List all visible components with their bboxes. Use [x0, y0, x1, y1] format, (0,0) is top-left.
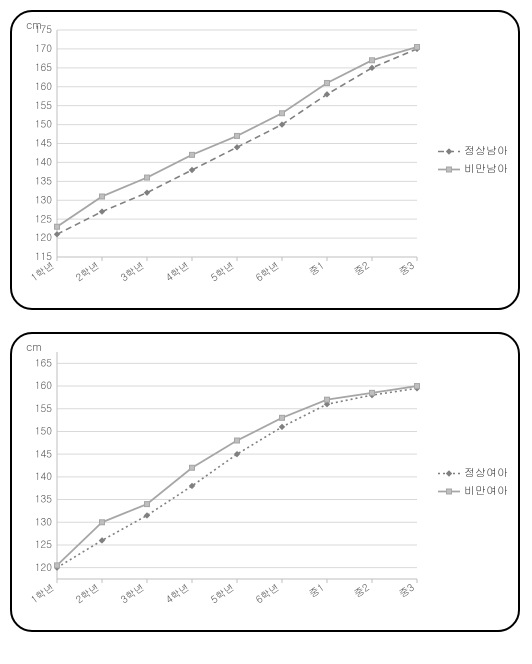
legend-item: 정상남아	[438, 144, 508, 159]
svg-text:125: 125	[35, 537, 52, 551]
legend-label: 정상남아	[464, 144, 508, 159]
legend-item: 정상여아	[438, 466, 508, 481]
svg-text:150: 150	[35, 117, 52, 131]
svg-text:중3: 중3	[396, 258, 417, 279]
legend-label: 정상여아	[464, 466, 508, 481]
svg-text:4학년: 4학년	[163, 258, 192, 284]
chart-girls: cm 120 125 130 135 140 145 150 155 160 165 1학년 2학년 3…	[10, 332, 520, 632]
svg-text:중2: 중2	[351, 580, 372, 601]
svg-text:6학년: 6학년	[253, 258, 282, 284]
svg-text:130: 130	[35, 192, 52, 206]
svg-text:125: 125	[35, 211, 52, 225]
svg-text:중1: 중1	[306, 580, 327, 601]
svg-text:135: 135	[35, 492, 52, 506]
svg-text:중3: 중3	[396, 580, 417, 601]
legend-swatch	[438, 164, 460, 174]
svg-text:2학년: 2학년	[73, 258, 102, 284]
legend-item: 비만여아	[438, 484, 508, 499]
chart-boys: cm 1151201251301351401451501551601651701…	[10, 10, 520, 310]
legend-boys: 정상남아 비만남아	[438, 141, 508, 180]
y-axis-unit: cm	[26, 18, 42, 33]
svg-text:120: 120	[35, 560, 52, 574]
svg-text:6학년: 6학년	[253, 580, 282, 606]
svg-text:160: 160	[35, 79, 52, 93]
legend-label: 비만남아	[464, 162, 508, 177]
svg-text:1학년: 1학년	[28, 258, 57, 284]
legend-swatch	[438, 486, 460, 496]
svg-text:3학년: 3학년	[118, 258, 147, 284]
legend-swatch	[438, 146, 460, 156]
svg-text:5학년: 5학년	[208, 258, 237, 284]
svg-text:165: 165	[35, 60, 52, 74]
svg-text:145: 145	[35, 136, 52, 150]
svg-text:155: 155	[35, 401, 52, 415]
svg-text:140: 140	[35, 469, 52, 483]
legend-label: 비만여아	[464, 484, 508, 499]
svg-text:170: 170	[35, 41, 52, 55]
svg-text:130: 130	[35, 514, 52, 528]
y-axis-unit: cm	[26, 340, 42, 355]
legend-girls: 정상여아 비만여아	[438, 463, 508, 502]
svg-text:2학년: 2학년	[73, 580, 102, 606]
svg-text:중2: 중2	[351, 258, 372, 279]
svg-text:중1: 중1	[306, 258, 327, 279]
svg-text:120: 120	[35, 230, 52, 244]
svg-text:155: 155	[35, 98, 52, 112]
svg-text:3학년: 3학년	[118, 580, 147, 606]
svg-text:5학년: 5학년	[208, 580, 237, 606]
svg-text:145: 145	[35, 446, 52, 460]
svg-text:160: 160	[35, 378, 52, 392]
svg-text:1학년: 1학년	[28, 580, 57, 606]
legend-swatch	[438, 468, 460, 478]
svg-text:150: 150	[35, 424, 52, 438]
svg-text:165: 165	[35, 355, 52, 369]
legend-item: 비만남아	[438, 162, 508, 177]
svg-text:140: 140	[35, 155, 52, 169]
svg-text:135: 135	[35, 173, 52, 187]
svg-text:4학년: 4학년	[163, 580, 192, 606]
